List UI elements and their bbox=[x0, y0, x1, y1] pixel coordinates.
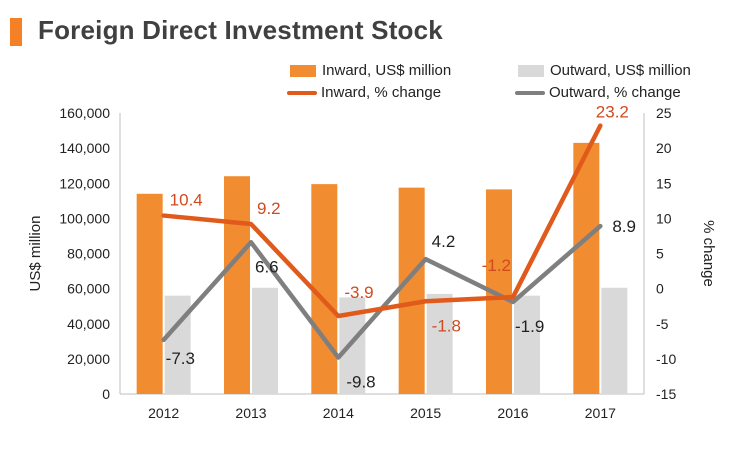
bar-outward bbox=[601, 287, 628, 394]
bar-outward bbox=[164, 295, 191, 394]
legend-outward-bar: Outward, US$ million bbox=[518, 62, 691, 79]
bar-outward bbox=[514, 295, 540, 394]
legend-swatch-outward-bar bbox=[518, 64, 544, 77]
x-tick-label: 2013 bbox=[235, 405, 266, 421]
legend-swatch-inward-line bbox=[287, 90, 317, 95]
x-tick-label: 2015 bbox=[410, 405, 441, 421]
y-tick-label-left: 140,000 bbox=[59, 140, 110, 156]
x-tick-label: 2012 bbox=[148, 405, 179, 421]
y-tick-label-left: 80,000 bbox=[67, 246, 110, 262]
legend-outward-line: Outward, % change bbox=[515, 84, 681, 101]
legend-swatch-inward-bar bbox=[290, 64, 316, 77]
data-label-inward-pct: -1.8 bbox=[432, 316, 461, 335]
y-tick-label-right: 15 bbox=[656, 175, 672, 191]
title-accent-bar bbox=[10, 18, 22, 46]
y-axis-title-left: US$ million bbox=[27, 216, 44, 292]
bar-inward bbox=[224, 176, 250, 394]
bar-outward bbox=[252, 287, 278, 394]
x-tick-label: 2014 bbox=[323, 405, 354, 421]
legend-label-inward-bar: Inward, US$ million bbox=[322, 62, 452, 79]
y-tick-label-left: 100,000 bbox=[59, 210, 110, 226]
data-label-outward-pct: 4.2 bbox=[432, 232, 456, 251]
y-tick-label-right: 10 bbox=[656, 210, 672, 226]
y-axis-title-right: % change bbox=[700, 220, 717, 287]
bar-inward bbox=[398, 187, 425, 394]
data-label-inward-pct: -3.9 bbox=[344, 283, 373, 302]
bar-inward bbox=[573, 142, 600, 394]
y-tick-label-left: 60,000 bbox=[67, 281, 110, 297]
y-tick-label-right: 5 bbox=[656, 246, 664, 262]
legend-label-inward-line: Inward, % change bbox=[321, 84, 442, 101]
bar-outward bbox=[426, 293, 453, 394]
legend-inward-line: Inward, % change bbox=[287, 84, 441, 101]
x-tick-label: 2016 bbox=[497, 405, 528, 421]
data-label-inward-pct: 23.2 bbox=[596, 103, 629, 122]
y-tick-label-left: 40,000 bbox=[67, 316, 110, 332]
legend-label-outward-bar: Outward, US$ million bbox=[550, 62, 691, 79]
data-label-outward-pct: -7.3 bbox=[166, 349, 195, 368]
y-tick-label-right: 25 bbox=[656, 105, 672, 121]
chart-title: Foreign Direct Investment Stock bbox=[38, 15, 443, 45]
legend-inward-bar: Inward, US$ million bbox=[290, 62, 451, 79]
legend-label-outward-line: Outward, % change bbox=[549, 84, 681, 101]
y-tick-label-left: 20,000 bbox=[67, 351, 110, 367]
data-label-outward-pct: -1.9 bbox=[515, 317, 544, 336]
data-label-outward-pct: -9.8 bbox=[346, 372, 375, 391]
y-tick-label-right: 20 bbox=[656, 140, 672, 156]
y-tick-label-right: 0 bbox=[656, 281, 664, 297]
data-label-outward-pct: 6.6 bbox=[255, 257, 279, 276]
data-label-inward-pct: 9.2 bbox=[257, 199, 281, 218]
line-inward-pct-change bbox=[161, 123, 603, 319]
y-tick-label-right: -15 bbox=[656, 386, 676, 402]
y-tick-label-right: -10 bbox=[656, 351, 676, 367]
y-tick-label-left: 160,000 bbox=[59, 105, 110, 121]
data-label-outward-pct: 8.9 bbox=[612, 217, 636, 236]
bar-inward bbox=[136, 193, 163, 394]
y-tick-label-left: 120,000 bbox=[59, 175, 110, 191]
y-tick-label-right: -5 bbox=[656, 316, 669, 332]
x-tick-label: 2017 bbox=[585, 405, 616, 421]
data-label-inward-pct: -1.2 bbox=[482, 256, 511, 275]
legend-swatch-outward-line bbox=[515, 90, 545, 95]
data-label-inward-pct: 10.4 bbox=[170, 191, 203, 210]
y-tick-label-left: 0 bbox=[102, 386, 110, 402]
